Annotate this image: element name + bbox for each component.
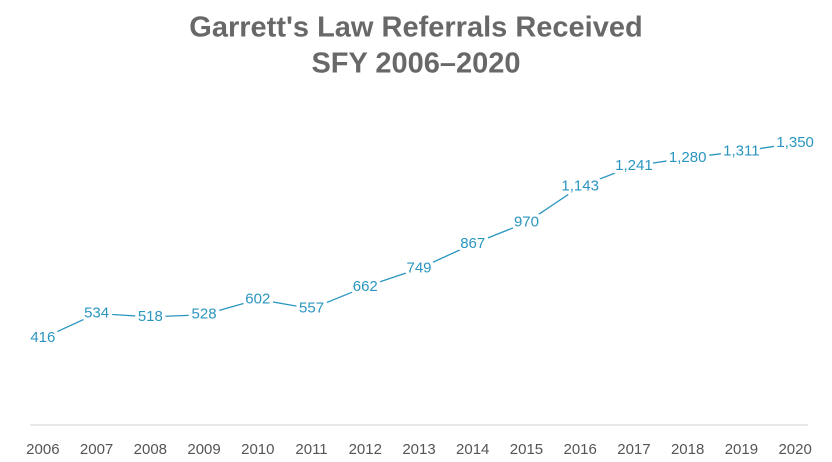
- value-label: 970: [514, 213, 539, 230]
- line: [42, 142, 796, 339]
- value-label: 1,350: [776, 134, 814, 151]
- value-label: 534: [84, 304, 109, 321]
- x-tick-label: 2013: [402, 441, 435, 458]
- value-label: 416: [30, 329, 55, 346]
- x-tick-label: 2007: [80, 441, 113, 458]
- value-label: 518: [138, 308, 163, 325]
- x-tick-label: 2016: [564, 441, 597, 458]
- value-label: 557: [299, 300, 324, 317]
- value-label: 1,311: [723, 142, 759, 159]
- x-tick-label: 2011: [295, 441, 327, 458]
- x-tick-label: 2006: [26, 441, 59, 458]
- x-tick-label: 2014: [456, 441, 489, 458]
- x-tick-label: 2019: [725, 441, 758, 458]
- value-label: 1,280: [669, 149, 707, 166]
- x-tick-label: 2010: [241, 441, 274, 458]
- x-tick-label: 2015: [510, 441, 543, 458]
- x-tick-label: 2020: [778, 441, 811, 458]
- x-tick-label: 2017: [617, 441, 650, 458]
- x-tick-label: 2018: [671, 441, 704, 458]
- chart-title: Garrett's Law Referrals Received: [189, 12, 642, 44]
- x-tick-label: 2009: [187, 441, 220, 458]
- x-tick-label: 2012: [349, 441, 382, 458]
- value-label: 602: [245, 290, 270, 307]
- chart-subtitle: SFY 2006–2020: [311, 48, 520, 80]
- value-label: 662: [353, 278, 378, 295]
- value-label: 749: [406, 260, 431, 277]
- x-tick-label: 2008: [134, 441, 167, 458]
- value-label: 867: [460, 235, 485, 252]
- value-label: 1,241: [615, 157, 653, 174]
- value-label: 1,143: [561, 177, 599, 194]
- value-label: 528: [192, 306, 217, 323]
